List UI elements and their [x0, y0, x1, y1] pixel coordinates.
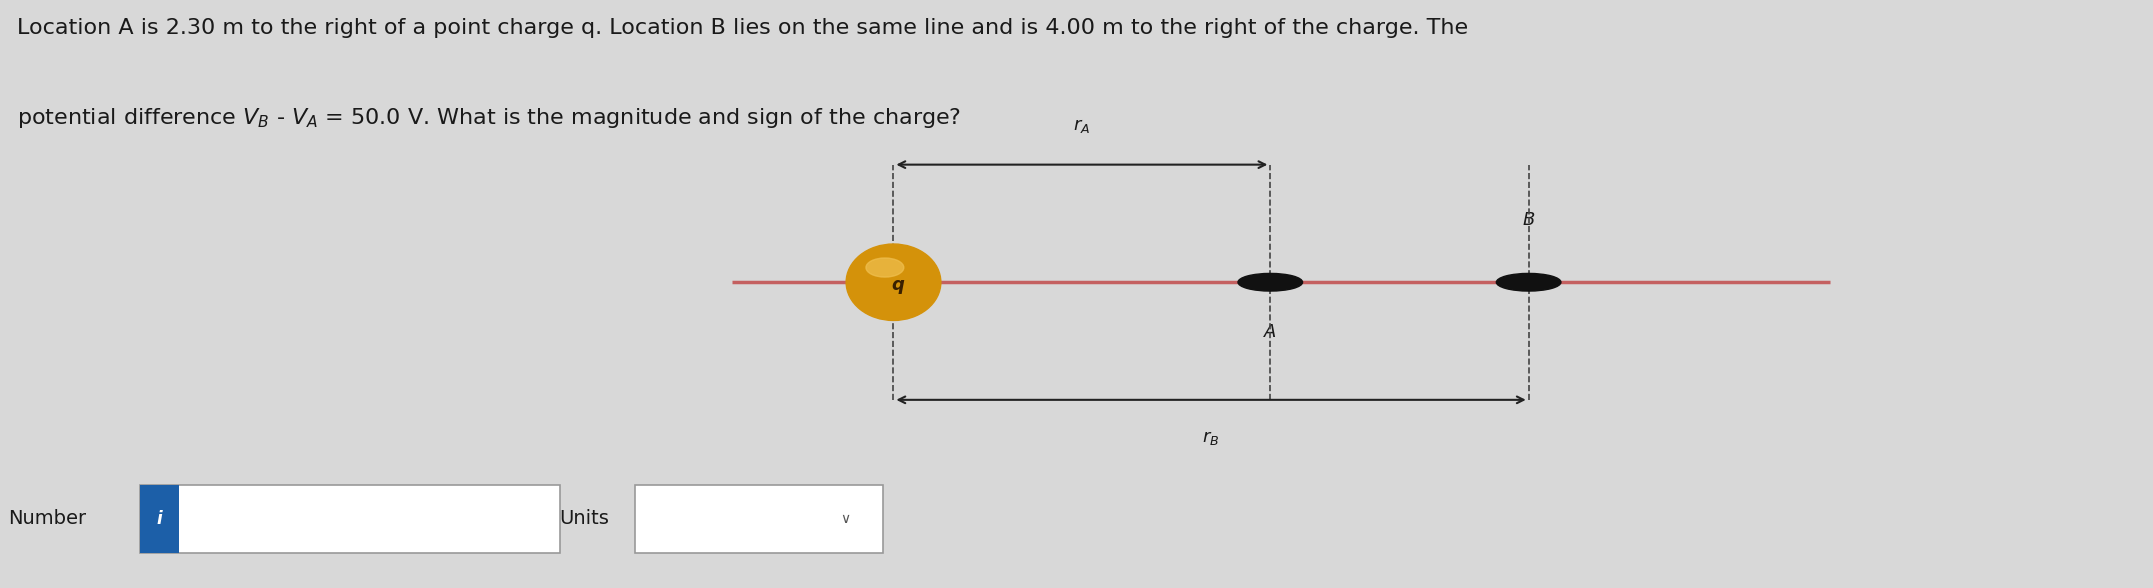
Text: i: i [157, 510, 161, 528]
Text: potential difference $V_B$ - $V_A$ = 50.0 V. What is the magnitude and sign of t: potential difference $V_B$ - $V_A$ = 50.… [17, 106, 962, 130]
Text: Location A is 2.30 m to the right of a point charge q. Location B lies on the sa: Location A is 2.30 m to the right of a p… [17, 18, 1468, 38]
Text: ∨: ∨ [840, 512, 850, 526]
FancyBboxPatch shape [635, 485, 883, 553]
Text: Units: Units [560, 509, 609, 529]
Circle shape [1238, 273, 1303, 291]
Circle shape [1496, 273, 1561, 291]
Text: $r_A$: $r_A$ [1074, 117, 1089, 135]
Ellipse shape [866, 258, 904, 277]
Text: q: q [891, 276, 904, 294]
Text: Number: Number [9, 509, 86, 529]
FancyBboxPatch shape [140, 485, 179, 553]
Ellipse shape [846, 244, 941, 320]
Text: $r_B$: $r_B$ [1201, 429, 1221, 447]
FancyBboxPatch shape [140, 485, 560, 553]
Text: B: B [1522, 211, 1535, 229]
Text: A: A [1264, 323, 1277, 342]
